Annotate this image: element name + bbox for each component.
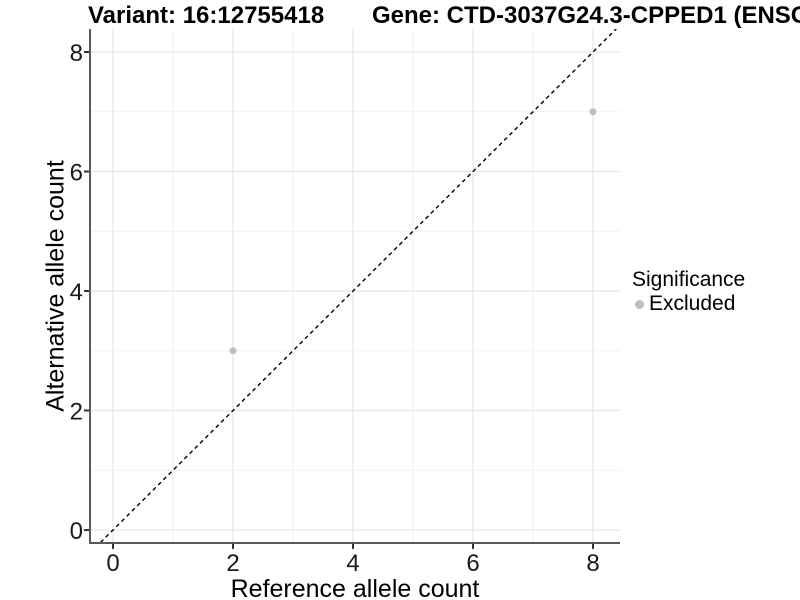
legend: Significance Excluded [632, 268, 745, 315]
plot-title-gene: Gene: CTD-3037G24.3-CPPED1 (ENSG000002 [372, 2, 800, 29]
y-tick-label: 8 [70, 40, 83, 67]
y-axis-title: Alternative allele count [41, 160, 70, 412]
x-tick-label: 2 [226, 550, 239, 577]
data-point [589, 108, 597, 116]
identity-line [98, 29, 618, 543]
y-tick-label: 0 [70, 518, 83, 545]
legend-entry-label: Excluded [649, 292, 736, 315]
y-tick-label: 2 [70, 398, 83, 425]
y-tick-label: 6 [70, 159, 83, 186]
x-tick-label: 8 [586, 550, 599, 577]
y-tick-label: 4 [70, 279, 83, 306]
legend-entry: Excluded [632, 293, 745, 315]
axis-lines [89, 29, 620, 544]
x-tick-label: 0 [106, 550, 119, 577]
x-tick-label: 6 [466, 550, 479, 577]
legend-point-icon [635, 299, 644, 309]
legend-title: Significance [632, 268, 746, 291]
x-axis-title: Reference allele count [230, 575, 480, 600]
data-point [229, 347, 237, 355]
x-tick-label: 4 [346, 550, 359, 577]
plot-title-variant: Variant: 16:12755418 [88, 2, 325, 29]
